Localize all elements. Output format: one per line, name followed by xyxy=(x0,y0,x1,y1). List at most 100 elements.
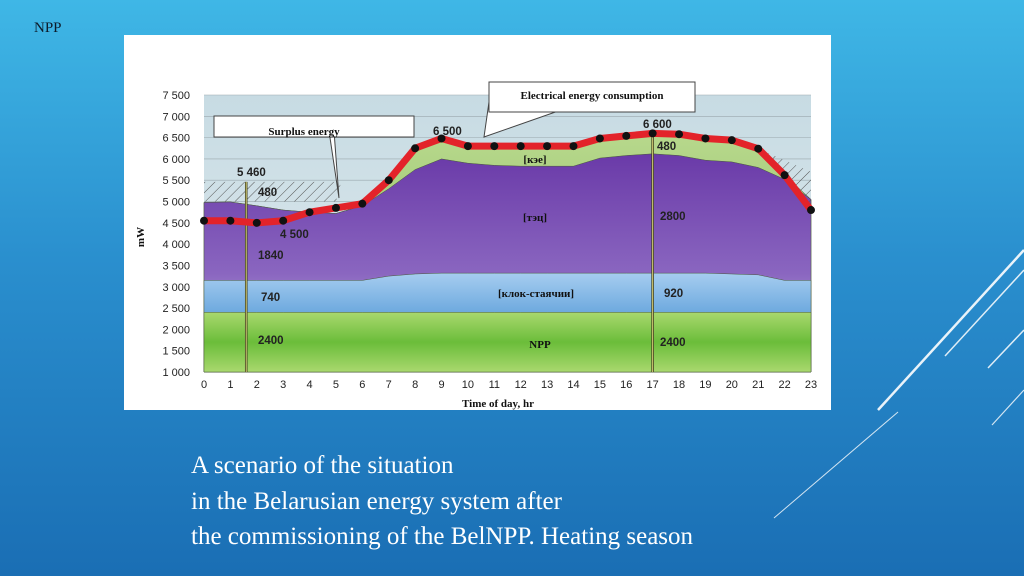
layer-label-tec: [тэц] xyxy=(523,212,547,224)
y-tick-13: 1 000 xyxy=(162,367,190,379)
consumption-point-14 xyxy=(569,142,578,151)
x-tick-8: 8 xyxy=(412,379,418,391)
x-tick-2: 2 xyxy=(254,379,260,391)
level-5460-label: 5 460 xyxy=(237,167,266,179)
consumption-point-11 xyxy=(490,142,499,151)
consumption-point-16 xyxy=(622,131,631,140)
y-tick-0: 7 500 xyxy=(162,90,190,102)
consumption-point-6 xyxy=(358,199,367,208)
x-tick-20: 20 xyxy=(726,379,738,391)
consumption-point-2 xyxy=(252,218,261,227)
x-tick-3: 3 xyxy=(280,379,286,391)
right-2400-label: 2400 xyxy=(660,337,686,349)
x-tick-6: 6 xyxy=(359,379,365,391)
layer-label-kee: [кэе] xyxy=(523,154,546,166)
x-tick-11: 11 xyxy=(489,379,500,391)
x-tick-7: 7 xyxy=(386,379,392,391)
x-tick-9: 9 xyxy=(438,379,444,391)
surplus-hatch-area-right xyxy=(758,148,811,211)
y-tick-1: 7 000 xyxy=(162,111,190,123)
consumption-point-21 xyxy=(754,144,763,153)
x-tick-12: 12 xyxy=(515,379,527,391)
x-tick-10: 10 xyxy=(462,379,474,391)
consumption-point-12 xyxy=(516,142,525,151)
consumption-point-0 xyxy=(200,216,208,225)
min-4500-label: 4 500 xyxy=(280,229,309,241)
layer-label-npp: NPP xyxy=(529,339,551,351)
right-2800-label: 2800 xyxy=(660,211,686,223)
y-tick-3: 6 000 xyxy=(162,154,190,166)
consumption-callout-text: Electrical energy consumption xyxy=(521,90,664,102)
consumption-point-23 xyxy=(807,206,815,215)
left-2400-label: 2400 xyxy=(258,335,284,347)
consumption-point-18 xyxy=(675,130,684,139)
consumption-callout: Electrical energy consumption xyxy=(483,81,696,138)
y-tick-labels: 7 500 7 000 6 500 6 000 5 500 5 000 4 500 4 000… xyxy=(162,90,190,379)
consumption-point-22 xyxy=(780,171,789,180)
x-tick-19: 19 xyxy=(699,379,711,391)
consumption-point-17 xyxy=(648,129,657,138)
consumption-point-7 xyxy=(384,176,393,185)
y-tick-10: 2 500 xyxy=(162,303,190,315)
surplus-callout-text: Surplus energy xyxy=(268,126,340,138)
consumption-points xyxy=(200,129,815,227)
consumption-point-10 xyxy=(463,142,472,151)
surplus-callout: Surplus energy xyxy=(213,115,415,199)
y-tick-8: 3 500 xyxy=(162,260,190,272)
y-tick-7: 4 000 xyxy=(162,239,190,251)
consumption-point-5 xyxy=(331,203,340,212)
x-tick-16: 16 xyxy=(620,379,632,391)
consumption-point-19 xyxy=(701,134,710,143)
consumption-point-4 xyxy=(305,208,314,217)
x-tick-18: 18 xyxy=(673,379,685,391)
left-480-label: 480 xyxy=(258,187,277,199)
range-bars xyxy=(244,133,654,372)
peak-right-label: 6 600 xyxy=(643,119,672,131)
x-tick-21: 21 xyxy=(752,379,764,391)
y-tick-2: 6 500 xyxy=(162,133,190,145)
consumption-point-1 xyxy=(226,216,235,225)
x-tick-23: 23 xyxy=(805,379,817,391)
layer-label-block: [клок-стаячии] xyxy=(498,288,574,300)
surplus-hatch-area xyxy=(204,181,342,202)
x-axis-label: Time of day, hr xyxy=(462,398,534,410)
y-tick-5: 5 000 xyxy=(162,197,190,209)
consumption-point-20 xyxy=(727,136,736,145)
x-tick-0: 0 xyxy=(201,379,207,391)
x-tick-17: 17 xyxy=(647,379,659,391)
consumption-point-3 xyxy=(279,216,288,225)
y-tick-9: 3 000 xyxy=(162,282,190,294)
x-tick-22: 22 xyxy=(778,379,790,391)
y-tick-11: 2 000 xyxy=(162,324,190,336)
x-tick-labels: 0 1 2 3 4 5 6 7 8 9 10 11 12 13 14 15 16 17 18 19 20 21 22 23 xyxy=(201,379,817,391)
slide-caption: A scenario of the situation in the Belar… xyxy=(191,448,693,555)
right-480-label: 480 xyxy=(657,141,676,153)
y-tick-6: 4 500 xyxy=(162,218,190,230)
caption-line-3: the commissioning of the BelNPP. Heating… xyxy=(191,523,694,550)
right-920-label: 920 xyxy=(664,288,683,300)
left-1840-label: 1840 xyxy=(258,250,284,262)
slide-label: NPP xyxy=(34,20,62,36)
consumption-point-15 xyxy=(595,134,604,143)
area-layer-3 xyxy=(203,312,812,373)
consumption-line xyxy=(204,129,814,227)
x-tick-15: 15 xyxy=(594,379,606,391)
x-tick-14: 14 xyxy=(567,379,579,391)
consumption-point-8 xyxy=(411,144,420,153)
y-tick-12: 1 500 xyxy=(162,346,190,358)
x-tick-4: 4 xyxy=(307,379,313,391)
consumption-point-9 xyxy=(437,134,446,143)
x-tick-5: 5 xyxy=(333,379,339,391)
stacked-areas xyxy=(203,134,812,373)
peak-left-label: 6 500 xyxy=(433,126,462,138)
caption-line-2: in the Belarusian energy system after xyxy=(191,487,562,515)
chart-panel: 7 500 7 000 6 500 6 000 5 500 5 000 4 500 4 000… xyxy=(124,35,831,410)
consumption-point-13 xyxy=(543,142,552,151)
x-tick-13: 13 xyxy=(541,379,553,391)
x-tick-1: 1 xyxy=(227,379,233,391)
y-tick-4: 5 500 xyxy=(162,175,190,187)
chart-svg: 7 500 7 000 6 500 6 000 5 500 5 000 4 500 4 000… xyxy=(135,81,817,410)
y-axis-label: mW xyxy=(135,227,147,247)
left-740-label: 740 xyxy=(261,292,280,304)
caption-line-1: A scenario of the situation xyxy=(191,452,454,479)
